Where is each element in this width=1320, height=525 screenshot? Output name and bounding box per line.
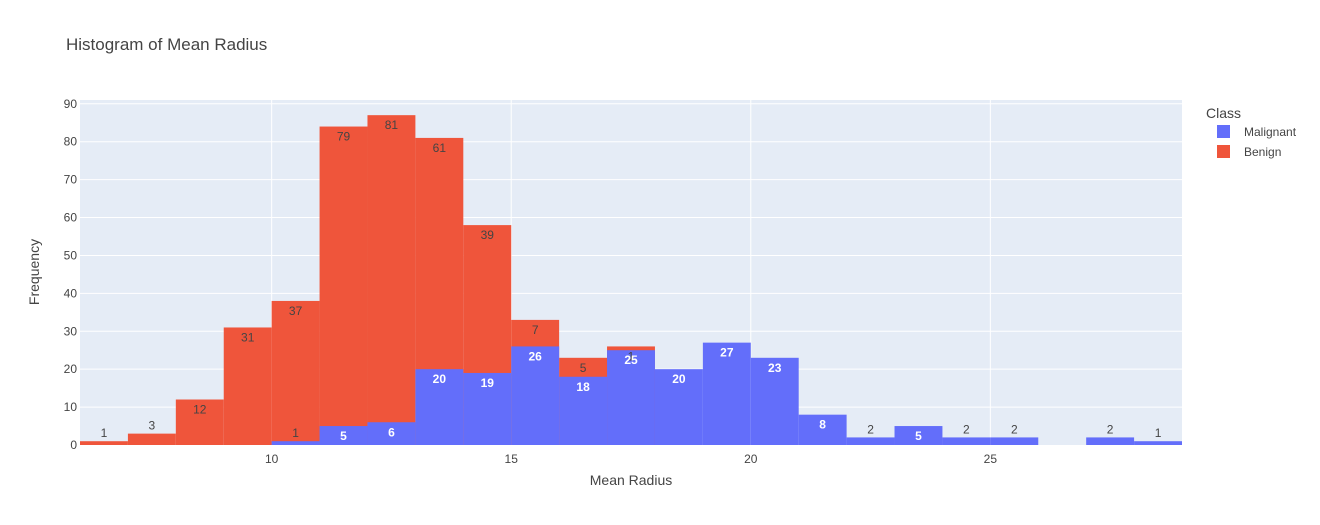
- bar-label-benign: 12: [193, 403, 207, 417]
- bar-label-malignant: 19: [481, 376, 495, 390]
- bar-benign[interactable]: [319, 126, 368, 446]
- y-tick-label: 10: [64, 400, 78, 414]
- y-tick-label: 0: [70, 438, 77, 452]
- legend-item-malignant[interactable]: Malignant: [1217, 125, 1297, 139]
- bar-malignant[interactable]: [367, 422, 416, 445]
- bar-malignant[interactable]: [463, 372, 512, 445]
- y-axis-ticks: 0 10 20 30 40 50 60 70 80 90: [64, 97, 78, 452]
- bar-label-malignant: 2: [867, 422, 874, 436]
- legend-label-malignant: Malignant: [1244, 125, 1297, 139]
- bar-label-benign: 1: [628, 349, 635, 363]
- x-tick-label: 25: [984, 452, 998, 466]
- y-tick-label: 70: [64, 173, 78, 187]
- bar-label-malignant: 26: [528, 349, 542, 363]
- legend-swatch-benign: [1217, 145, 1230, 158]
- y-tick-label: 40: [64, 286, 78, 300]
- bar-label-malignant: 18: [576, 380, 590, 394]
- bar-label-malignant: 5: [340, 429, 347, 443]
- bar-label-benign: 1: [101, 426, 108, 440]
- bar-malignant[interactable]: [319, 426, 368, 445]
- bar-label-malignant: 6: [388, 425, 395, 439]
- bar-label-benign: 39: [481, 228, 495, 242]
- bar-label-benign: 81: [385, 118, 399, 132]
- y-tick-label: 20: [64, 362, 78, 376]
- y-tick-label: 30: [64, 324, 78, 338]
- bar-label-malignant: 2: [1107, 422, 1114, 436]
- legend-swatch-malignant: [1217, 125, 1230, 138]
- bar-malignant[interactable]: [607, 350, 655, 445]
- legend-item-benign[interactable]: Benign: [1217, 145, 1281, 159]
- bar-label-malignant: 8: [819, 418, 826, 432]
- bar-malignant[interactable]: [559, 376, 608, 445]
- bar-label-malignant: 2: [963, 422, 970, 436]
- bars: [80, 115, 1182, 446]
- bar-benign[interactable]: [367, 115, 416, 446]
- bar-malignant[interactable]: [942, 437, 991, 445]
- bar-label-malignant: 1: [292, 426, 299, 440]
- bar-label-benign: 31: [241, 330, 255, 344]
- x-tick-label: 20: [744, 452, 758, 466]
- bar-malignant[interactable]: [654, 369, 703, 445]
- bar-malignant[interactable]: [415, 369, 464, 445]
- bar-malignant[interactable]: [511, 346, 560, 445]
- bar-label-benign: 7: [532, 323, 539, 337]
- bar-label-malignant: 5: [915, 429, 922, 443]
- bar-malignant[interactable]: [702, 342, 751, 445]
- x-axis-title: Mean Radius: [590, 472, 673, 488]
- y-tick-label: 60: [64, 211, 78, 225]
- bar-malignant[interactable]: [271, 441, 320, 445]
- legend: Class Malignant Benign: [1206, 105, 1297, 159]
- bar-label-benign: 79: [337, 130, 351, 144]
- bar-malignant[interactable]: [1086, 437, 1135, 445]
- bar-label-malignant: 25: [624, 353, 638, 367]
- chart-title: Histogram of Mean Radius: [66, 35, 267, 54]
- y-tick-label: 50: [64, 248, 78, 262]
- bar-label-malignant: 2: [1011, 422, 1018, 436]
- bar-malignant[interactable]: [846, 437, 895, 445]
- bar-benign[interactable]: [80, 441, 128, 445]
- y-axis-title: Frequency: [26, 239, 42, 305]
- bar-label-malignant: 23: [768, 361, 782, 375]
- bar-label-benign: 3: [149, 419, 156, 433]
- bar-benign[interactable]: [223, 327, 272, 445]
- bar-malignant[interactable]: [1134, 441, 1182, 445]
- bar-malignant[interactable]: [990, 437, 1039, 445]
- legend-title: Class: [1206, 105, 1241, 121]
- y-tick-label: 80: [64, 135, 78, 149]
- bar-label-malignant: 27: [720, 346, 734, 360]
- bar-label-benign: 61: [433, 141, 447, 155]
- x-axis-ticks: 10 15 20 25: [265, 452, 997, 466]
- bar-label-benign: 37: [289, 304, 303, 318]
- x-tick-label: 15: [505, 452, 519, 466]
- bar-malignant[interactable]: [750, 357, 799, 445]
- bar-label-malignant: 1: [1155, 426, 1162, 440]
- bar-benign[interactable]: [271, 300, 320, 445]
- bar-malignant[interactable]: [894, 426, 943, 445]
- y-tick-label: 90: [64, 97, 78, 111]
- bar-benign[interactable]: [127, 433, 176, 445]
- bar-label-benign: 5: [580, 361, 587, 375]
- legend-label-benign: Benign: [1244, 145, 1281, 159]
- bar-malignant[interactable]: [798, 414, 847, 445]
- bar-label-malignant: 20: [433, 372, 447, 386]
- bar-label-malignant: 20: [672, 372, 686, 386]
- x-tick-label: 10: [265, 452, 279, 466]
- bar-benign[interactable]: [175, 399, 224, 445]
